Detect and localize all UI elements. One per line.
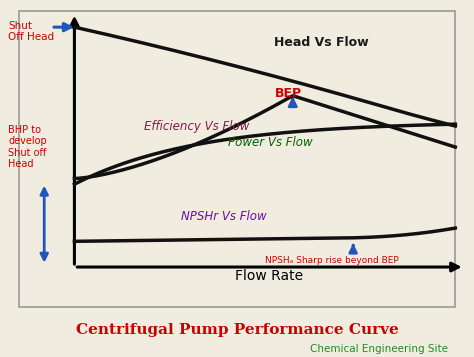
Text: Efficiency Vs Flow: Efficiency Vs Flow (144, 120, 249, 133)
Text: Head Vs Flow: Head Vs Flow (274, 36, 369, 49)
Text: NPSHₐ Sharp rise beyond BEP: NPSHₐ Sharp rise beyond BEP (265, 256, 399, 265)
Text: BHP to
develop
Shut off
Head: BHP to develop Shut off Head (9, 125, 47, 170)
Text: BEP: BEP (274, 87, 301, 100)
Text: Power Vs Flow: Power Vs Flow (228, 136, 312, 149)
Text: Chemical Engineering Site: Chemical Engineering Site (310, 344, 448, 354)
Text: NPSHr Vs Flow: NPSHr Vs Flow (181, 210, 267, 223)
Text: Shut
Off Head: Shut Off Head (9, 21, 55, 42)
Text: Flow Rate: Flow Rate (236, 269, 303, 283)
Text: Centrifugal Pump Performance Curve: Centrifugal Pump Performance Curve (76, 323, 398, 337)
